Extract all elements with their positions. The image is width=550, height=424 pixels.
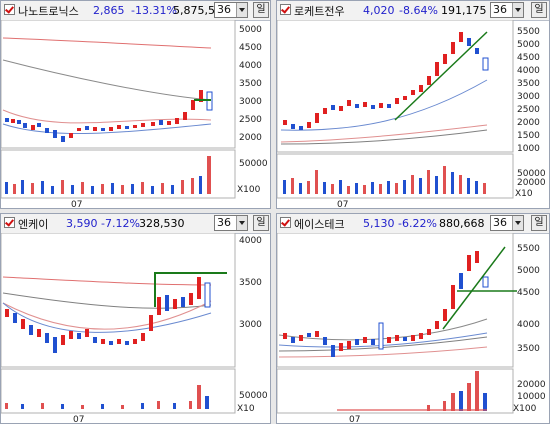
svg-text:5500: 5500: [517, 27, 540, 37]
chevron-down-icon[interactable]: [512, 216, 523, 230]
period-select[interactable]: 36: [214, 2, 248, 18]
checkbox-icon[interactable]: [4, 4, 15, 15]
svg-text:4000: 4000: [239, 61, 262, 71]
svg-text:3000: 3000: [517, 92, 540, 102]
svg-text:2000: 2000: [517, 118, 540, 128]
chart-area: 5500 5000 4500 4000 3500 3000 2500 2000 …: [277, 20, 546, 209]
stock-name[interactable]: 엔케이: [18, 218, 49, 231]
volume-bars: [5, 385, 209, 409]
svg-text:X100: X100: [237, 185, 261, 195]
svg-text:X10: X10: [515, 189, 533, 199]
checkbox-icon[interactable]: [280, 217, 291, 228]
stock-name[interactable]: 로케트전우: [294, 5, 345, 18]
svg-text:3500: 3500: [517, 344, 540, 354]
volume-bars: [5, 156, 211, 194]
svg-text:2000: 2000: [239, 133, 262, 143]
svg-text:2500: 2500: [517, 105, 540, 115]
checkbox-icon[interactable]: [280, 4, 291, 15]
volume-bars: [283, 166, 486, 194]
svg-text:3500: 3500: [239, 79, 262, 89]
svg-text:3500: 3500: [517, 79, 540, 89]
svg-text:X100: X100: [513, 404, 537, 414]
svg-text:10000: 10000: [517, 392, 546, 402]
svg-text:2500: 2500: [239, 115, 262, 125]
svg-text:50000: 50000: [239, 159, 268, 169]
checkbox-icon[interactable]: [4, 217, 15, 228]
change-percent: -8.64%: [399, 4, 438, 17]
svg-text:3500: 3500: [239, 278, 262, 288]
change-percent: -6.22%: [398, 217, 437, 230]
candles: [283, 251, 489, 357]
volume-bars: [337, 371, 487, 411]
svg-text:20000: 20000: [517, 178, 546, 188]
svg-text:3000: 3000: [239, 97, 262, 107]
svg-text:4500: 4500: [239, 43, 262, 53]
svg-text:1000: 1000: [517, 144, 540, 154]
stock-name[interactable]: 에이스테크: [294, 218, 345, 231]
volume-value: 880,668: [439, 217, 485, 230]
volume-value: 191,175: [441, 4, 487, 17]
svg-text:4000: 4000: [517, 66, 540, 76]
svg-text:07: 07: [337, 200, 348, 209]
panel-header: 엔케이 3,590 -7.12% 328,530 36 일: [1, 214, 270, 234]
price-value: 4,020: [363, 4, 395, 17]
svg-text:4500: 4500: [517, 288, 540, 298]
svg-text:50000: 50000: [517, 169, 546, 179]
chart-panel-3[interactable]: 엔케이 3,590 -7.12% 328,530 36 일: [0, 213, 271, 424]
change-percent: -13.31%: [131, 4, 177, 17]
period-daily-button[interactable]: 일: [253, 2, 269, 18]
price-value: 3,590: [66, 217, 98, 230]
svg-text:X10: X10: [237, 404, 255, 414]
svg-text:1500: 1500: [517, 131, 540, 141]
chevron-down-icon[interactable]: [236, 3, 247, 17]
svg-text:5000: 5000: [517, 266, 540, 276]
panel-header: 로케트전우 4,020 -8.64% 191,175 36 일: [277, 1, 549, 21]
svg-text:07: 07: [73, 415, 84, 424]
period-select[interactable]: 36: [490, 2, 524, 18]
period-daily-button[interactable]: 일: [253, 215, 269, 231]
svg-text:4500: 4500: [517, 53, 540, 63]
chart-area: 5000 4500 4000 3500 3000 2500 2000 50000…: [1, 20, 268, 209]
period-daily-button[interactable]: 일: [531, 215, 547, 231]
svg-text:3000: 3000: [239, 320, 262, 330]
price-value: 5,130: [363, 217, 395, 230]
chart-area: 5500 5000 4500 4000 3500 20000 10000 X10…: [277, 233, 546, 424]
chevron-down-icon[interactable]: [236, 216, 247, 230]
svg-text:07: 07: [349, 415, 360, 424]
svg-text:20000: 20000: [517, 380, 546, 390]
panel-header: 나노트로닉스 2,865 -13.31% 5,875,505 36 일: [1, 1, 270, 21]
chart-panel-4[interactable]: 에이스테크 5,130 -6.22% 880,668 36 일: [276, 213, 550, 424]
volume-value: 328,530: [139, 217, 185, 230]
chart-panel-2[interactable]: 로케트전우 4,020 -8.64% 191,175 36 일: [276, 0, 550, 209]
svg-text:5500: 5500: [517, 244, 540, 254]
chart-panel-1[interactable]: 나노트로닉스 2,865 -13.31% 5,875,505 36 일: [0, 0, 271, 209]
candles: [283, 32, 489, 130]
svg-text:4000: 4000: [239, 236, 262, 246]
stock-name[interactable]: 나노트로닉스: [18, 5, 79, 18]
period-select[interactable]: 36: [214, 215, 248, 231]
price-value: 2,865: [93, 4, 125, 17]
svg-text:5000: 5000: [517, 40, 540, 50]
chevron-down-icon[interactable]: [512, 3, 523, 17]
panel-header: 에이스테크 5,130 -6.22% 880,668 36 일: [277, 214, 549, 234]
svg-text:5000: 5000: [239, 25, 262, 35]
svg-text:4000: 4000: [517, 320, 540, 330]
change-percent: -7.12%: [101, 217, 140, 230]
chart-area: 4000 3500 3000 50000 X10 07: [1, 233, 268, 424]
period-select[interactable]: 36: [490, 215, 524, 231]
period-daily-button[interactable]: 일: [531, 2, 547, 18]
candles: [5, 277, 211, 353]
svg-text:50000: 50000: [239, 391, 268, 401]
svg-text:07: 07: [71, 200, 82, 209]
